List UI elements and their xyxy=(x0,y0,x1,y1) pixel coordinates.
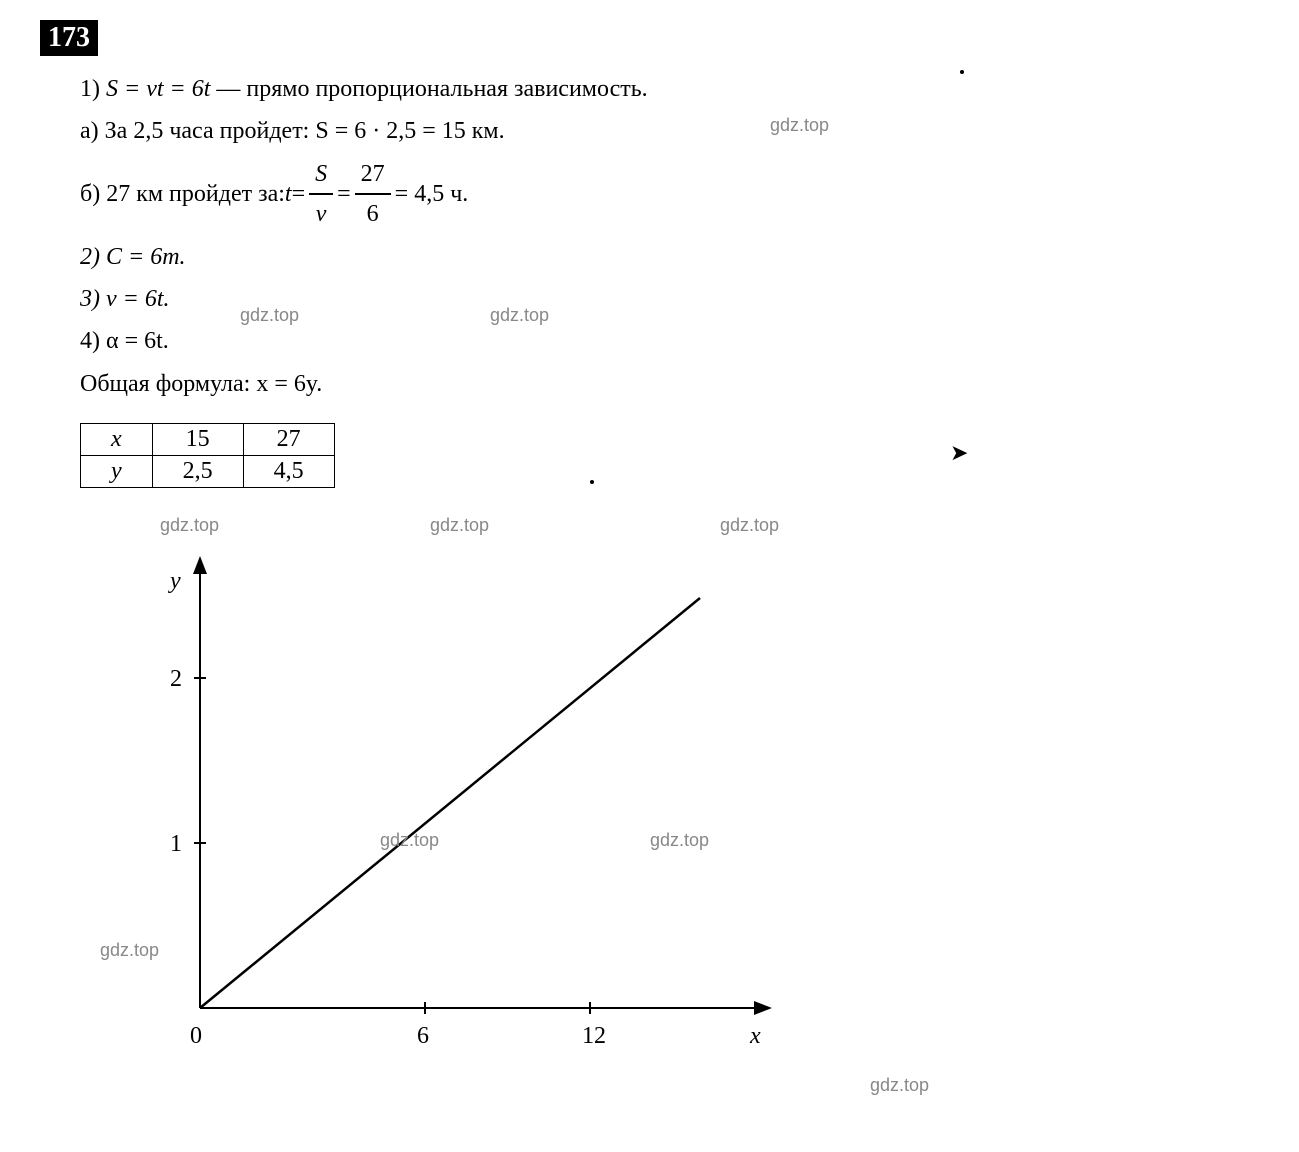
svg-text:y: y xyxy=(168,568,181,594)
data-table: x 15 27 y 2,5 4,5 xyxy=(80,423,335,488)
l3-result: = 4,5 ч. xyxy=(395,175,469,213)
table-cell: 15 xyxy=(152,424,243,456)
watermark: gdz.top xyxy=(100,940,159,961)
l3-eq2: = xyxy=(337,175,351,213)
svg-text:x: x xyxy=(749,1023,761,1049)
line-4: 2) C = 6m. xyxy=(80,238,1259,276)
l5-text: 3) v = 6t. xyxy=(80,286,170,312)
watermark: gdz.top xyxy=(770,115,829,136)
chart-svg: yx061212 xyxy=(140,548,840,1068)
table-row: y 2,5 4,5 xyxy=(81,456,335,488)
line-7: Общая формула: x = 6y. xyxy=(80,365,1259,403)
dot-artifact xyxy=(960,70,964,74)
table-cell: x xyxy=(81,424,153,456)
watermark: gdz.top xyxy=(160,515,219,536)
fraction-2: 27 6 xyxy=(355,155,391,234)
table-cell: 27 xyxy=(243,424,334,456)
l3-var: t xyxy=(285,175,292,213)
svg-text:0: 0 xyxy=(190,1023,202,1049)
table-cell: y xyxy=(81,456,153,488)
table-cell: 2,5 xyxy=(152,456,243,488)
fraction-1: S v xyxy=(309,155,333,234)
frac1-num: S xyxy=(309,155,333,195)
line-3: б) 27 км пройдет за: t = S v = 27 6 = 4,… xyxy=(80,155,1259,234)
watermark: gdz.top xyxy=(240,305,299,326)
svg-text:2: 2 xyxy=(170,666,182,692)
line-2: а) За 2,5 часа пройдет: S = 6 · 2,5 = 15… xyxy=(80,112,1259,150)
dot-artifact xyxy=(590,480,594,484)
svg-text:12: 12 xyxy=(582,1023,606,1049)
watermark: gdz.top xyxy=(870,1075,929,1096)
watermark: gdz.top xyxy=(430,515,489,536)
table-row: x 15 27 xyxy=(81,424,335,456)
svg-text:6: 6 xyxy=(417,1023,429,1049)
l4-text: 2) C = 6m. xyxy=(80,244,186,270)
line-1: 1) S = vt = 6t — прямо пропорциональная … xyxy=(80,70,1259,108)
smudge-artifact: ➤ xyxy=(950,440,968,466)
table-cell: 4,5 xyxy=(243,456,334,488)
l7-text: Общая формула: x = 6y. xyxy=(80,371,322,397)
frac2-num: 27 xyxy=(355,155,391,195)
watermark: gdz.top xyxy=(490,305,549,326)
frac1-den: v xyxy=(309,195,333,233)
watermark: gdz.top xyxy=(720,515,779,536)
l3-prefix: б) 27 км пройдет за: xyxy=(80,175,285,213)
line-6: 4) α = 6t. xyxy=(80,322,1259,360)
l3-eq: = xyxy=(292,175,306,213)
l1-prefix: 1) xyxy=(80,76,106,102)
problem-number: 173 xyxy=(40,20,98,56)
line-chart: yx061212 xyxy=(140,548,1259,1075)
watermark: gdz.top xyxy=(650,830,709,851)
l1-suffix: — прямо пропорциональная зависимость. xyxy=(210,76,647,102)
l6-text: 4) α = 6t. xyxy=(80,328,169,354)
frac2-den: 6 xyxy=(355,195,391,233)
l2-text: а) За 2,5 часа пройдет: S = 6 · 2,5 = 15… xyxy=(80,118,505,144)
watermark: gdz.top xyxy=(380,830,439,851)
svg-text:1: 1 xyxy=(170,831,182,857)
l1-formula: S = vt = 6t xyxy=(106,76,210,102)
